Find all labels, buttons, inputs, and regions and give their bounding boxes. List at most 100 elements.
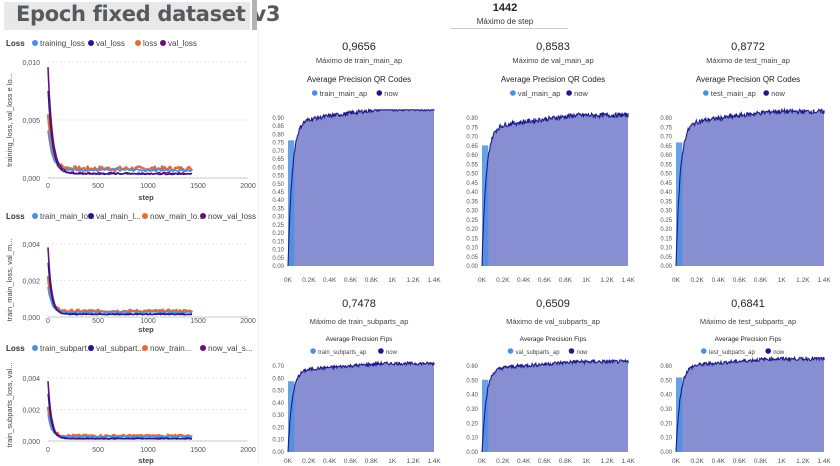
loss-series-line xyxy=(46,276,193,314)
y-tick-label: 0.65 xyxy=(660,144,672,150)
ap-series-line xyxy=(675,107,825,267)
legend-marker xyxy=(568,348,575,354)
x-tick-label: 0.2K xyxy=(302,458,316,465)
legend-entry: loss xyxy=(143,39,157,48)
y-tick-label: 0,000 xyxy=(22,315,40,322)
legend-entry: now_val_loss xyxy=(208,212,256,221)
legend-marker xyxy=(701,348,707,354)
loss-series-line xyxy=(47,286,193,314)
legend-entry: val_loss xyxy=(168,39,197,48)
x-tick-label: 500 xyxy=(92,318,104,325)
loss-series-line xyxy=(47,381,193,440)
y-tick-label: 0.60 xyxy=(466,153,478,159)
y-tick-label: 0.15 xyxy=(660,236,672,242)
x-tick-label: 0K xyxy=(284,277,293,284)
legend-marker xyxy=(566,90,572,96)
legend-entry: now xyxy=(773,350,785,356)
x-tick-label: 1.2K xyxy=(600,458,614,465)
y-tick-label: 0.65 xyxy=(272,157,284,163)
legend-entry: now_train... xyxy=(150,344,191,353)
y-tick-label: 0.80 xyxy=(660,116,672,122)
x-tick-label: 0.2K xyxy=(302,277,316,284)
legend-entry: now xyxy=(386,350,398,356)
y-tick-label: 0,000 xyxy=(22,439,40,446)
legend-entry: train_subparts_ap xyxy=(318,350,367,356)
y-tick-label: 0.40 xyxy=(466,393,478,399)
legend-entry: val_subpart... xyxy=(96,344,144,353)
y-tick-label: 0.50 xyxy=(272,389,284,395)
y-tick-label: 0.35 xyxy=(272,206,284,212)
y-tick-label: 0,000 xyxy=(22,176,40,183)
x-tick-label: 1K xyxy=(778,277,787,284)
y-tick-label: 0.70 xyxy=(660,135,672,141)
x-tick-label: 0 xyxy=(46,183,50,190)
ap-series-line xyxy=(287,107,435,267)
y-tick-label: 0.90 xyxy=(272,116,284,122)
legend-entry: now xyxy=(577,350,589,356)
loss-legend-title: Loss xyxy=(6,212,25,221)
loss-series-line xyxy=(46,114,193,173)
y-tick-label: 0.05 xyxy=(466,255,478,261)
ap-kpi-value: 0,8583 xyxy=(536,41,570,53)
x-tick-label: 1.4K xyxy=(621,277,635,284)
max-step-kpi-label: Máximo de step xyxy=(476,17,534,26)
x-tick-label: 1.2K xyxy=(406,277,420,284)
ap-kpi-value: 0,6841 xyxy=(731,298,765,310)
y-tick-label: 0.50 xyxy=(466,172,478,178)
x-tick-label: 0.2K xyxy=(496,277,510,284)
ap-now-band xyxy=(676,142,683,266)
title-background xyxy=(4,2,250,30)
y-tick-label: 0.40 xyxy=(660,393,672,399)
page-title: Epoch fixed dataset v3 xyxy=(16,2,281,26)
legend-entry: val_loss xyxy=(96,39,125,48)
y-tick-label: 0.10 xyxy=(272,438,284,444)
x-tick-label: 0 xyxy=(46,447,50,454)
x-tick-label: 500 xyxy=(92,183,104,190)
ap-area-fill xyxy=(482,360,628,452)
x-tick-label: 1.2K xyxy=(796,458,810,465)
legend-marker xyxy=(763,90,769,96)
ap-chart-title: Average Precision Fips xyxy=(520,336,587,343)
loss-series-line xyxy=(47,393,193,440)
legend-entry: now xyxy=(574,89,588,98)
x-tick-label: 1.4K xyxy=(427,458,441,465)
ap-now-band xyxy=(288,381,295,452)
legend-marker xyxy=(32,345,38,351)
x-tick-label: 0.6K xyxy=(538,458,552,465)
legend-marker xyxy=(703,90,709,96)
y-tick-label: 0.00 xyxy=(660,264,672,270)
legend-entry: train_subpart... xyxy=(40,344,93,353)
ap-series-line xyxy=(481,358,629,453)
y-tick-label: 0.75 xyxy=(660,125,672,131)
y-tick-label: 0.10 xyxy=(466,246,478,252)
loss-series-line xyxy=(46,406,193,439)
y-tick-label: 0.60 xyxy=(466,364,478,370)
x-tick-label: 0.8K xyxy=(559,458,573,465)
legend-marker xyxy=(32,213,38,219)
legend-marker xyxy=(88,213,94,219)
y-tick-label: 0.20 xyxy=(272,231,284,237)
y-tick-label: 0,010 xyxy=(22,60,40,67)
legend-marker xyxy=(311,90,318,96)
max-step-kpi-underline xyxy=(450,28,568,29)
y-tick-label: 0,002 xyxy=(22,408,40,415)
y-tick-label: 0.75 xyxy=(272,141,284,147)
legend-entry: now xyxy=(771,89,785,98)
legend-marker xyxy=(200,213,206,219)
loss-series-line xyxy=(47,130,193,173)
legend-marker xyxy=(200,345,206,351)
x-tick-label: 0.2K xyxy=(690,458,704,465)
x-tick-label: 2000 xyxy=(240,318,256,325)
y-tick-label: 0.10 xyxy=(272,248,284,254)
y-tick-label: 0.85 xyxy=(272,124,284,130)
ap-kpi-label: Máximo de val_subparts_ap xyxy=(506,317,600,326)
ap-now-band xyxy=(288,140,295,266)
x-tick-label: 1K xyxy=(582,458,591,465)
x-tick-label: 0K xyxy=(672,277,681,284)
x-tick-label: 0.8K xyxy=(754,277,768,284)
ap-kpi-label: Máximo de train_subparts_ap xyxy=(310,317,409,326)
x-tick-label: 0K xyxy=(478,277,487,284)
x-tick-label: 0.6K xyxy=(344,458,358,465)
x-tick-label: 1000 xyxy=(140,318,156,325)
